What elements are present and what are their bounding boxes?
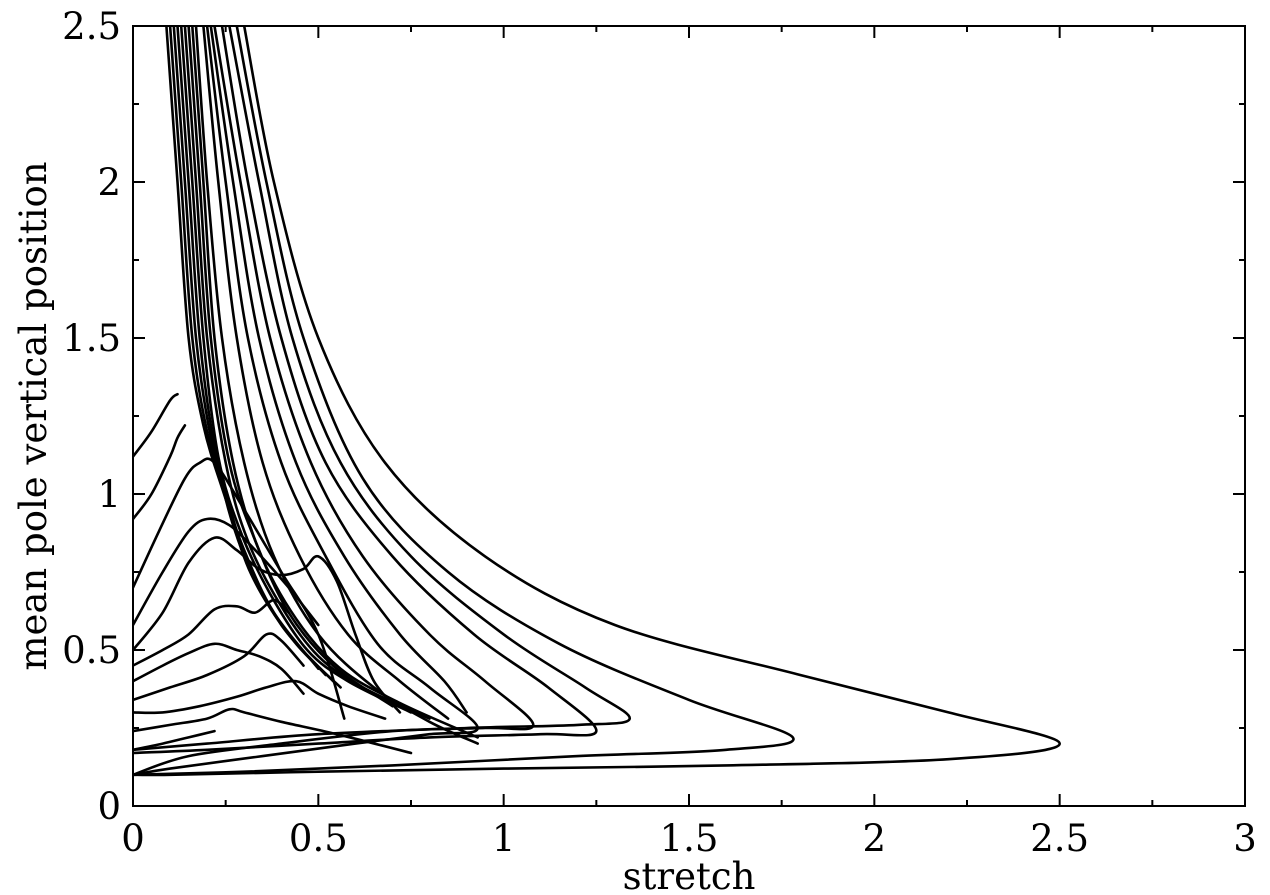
- series-curves: [133, 26, 1061, 777]
- series-line-23: [133, 598, 290, 667]
- series-line-20: [133, 457, 346, 720]
- x-tick-label: 0: [121, 817, 145, 860]
- series-line-12: [183, 26, 431, 720]
- x-tick-label: 1.5: [660, 817, 719, 860]
- y-tick-label: 0: [97, 785, 121, 828]
- series-line-4: [133, 26, 598, 755]
- series-line-22: [133, 536, 402, 714]
- series-line-17: [165, 26, 320, 670]
- series-line-27: [133, 707, 413, 755]
- x-axis-title: stretch: [623, 855, 756, 895]
- series-line-13: [179, 26, 413, 714]
- series-line-18: [133, 392, 179, 458]
- series-line-21: [133, 517, 320, 627]
- x-tick-label: 2: [863, 817, 887, 860]
- y-tick-label: 2.5: [62, 5, 121, 48]
- series-line-19: [133, 424, 187, 521]
- x-tick-labels: 0 0.5 1 1.5 2 2.5 3: [121, 817, 1257, 860]
- series-line-3: [133, 26, 631, 752]
- series-line-2: [133, 26, 795, 777]
- x-tick-label: 2.5: [1030, 817, 1089, 860]
- y-tick-labels: 0 0.5 1 1.5 2 2.5: [62, 5, 121, 828]
- series-line-25: [133, 632, 305, 702]
- series-line-11: [187, 26, 394, 708]
- y-tick-label: 1.5: [62, 317, 121, 360]
- x-tick-label: 0.5: [289, 817, 348, 860]
- series-line-5: [133, 26, 535, 777]
- y-axis-title: mean pole vertical position: [12, 161, 55, 670]
- y-tick-label: 0.5: [62, 629, 121, 672]
- x-tick-label: 3: [1233, 817, 1257, 860]
- x-tick-label: 1: [492, 817, 516, 860]
- series-line-26: [133, 679, 387, 720]
- series-line-24: [133, 642, 305, 695]
- series-line-10: [191, 26, 479, 739]
- axis-ticks: [132, 25, 1246, 807]
- y-tick-label: 2: [97, 161, 121, 204]
- y-tick-label: 1: [97, 473, 121, 516]
- series-line-8: [202, 26, 450, 720]
- series-line-6: [209, 26, 468, 714]
- series-line-7: [133, 26, 479, 777]
- series-line-28: [133, 729, 216, 752]
- series-line-1: [133, 26, 1061, 777]
